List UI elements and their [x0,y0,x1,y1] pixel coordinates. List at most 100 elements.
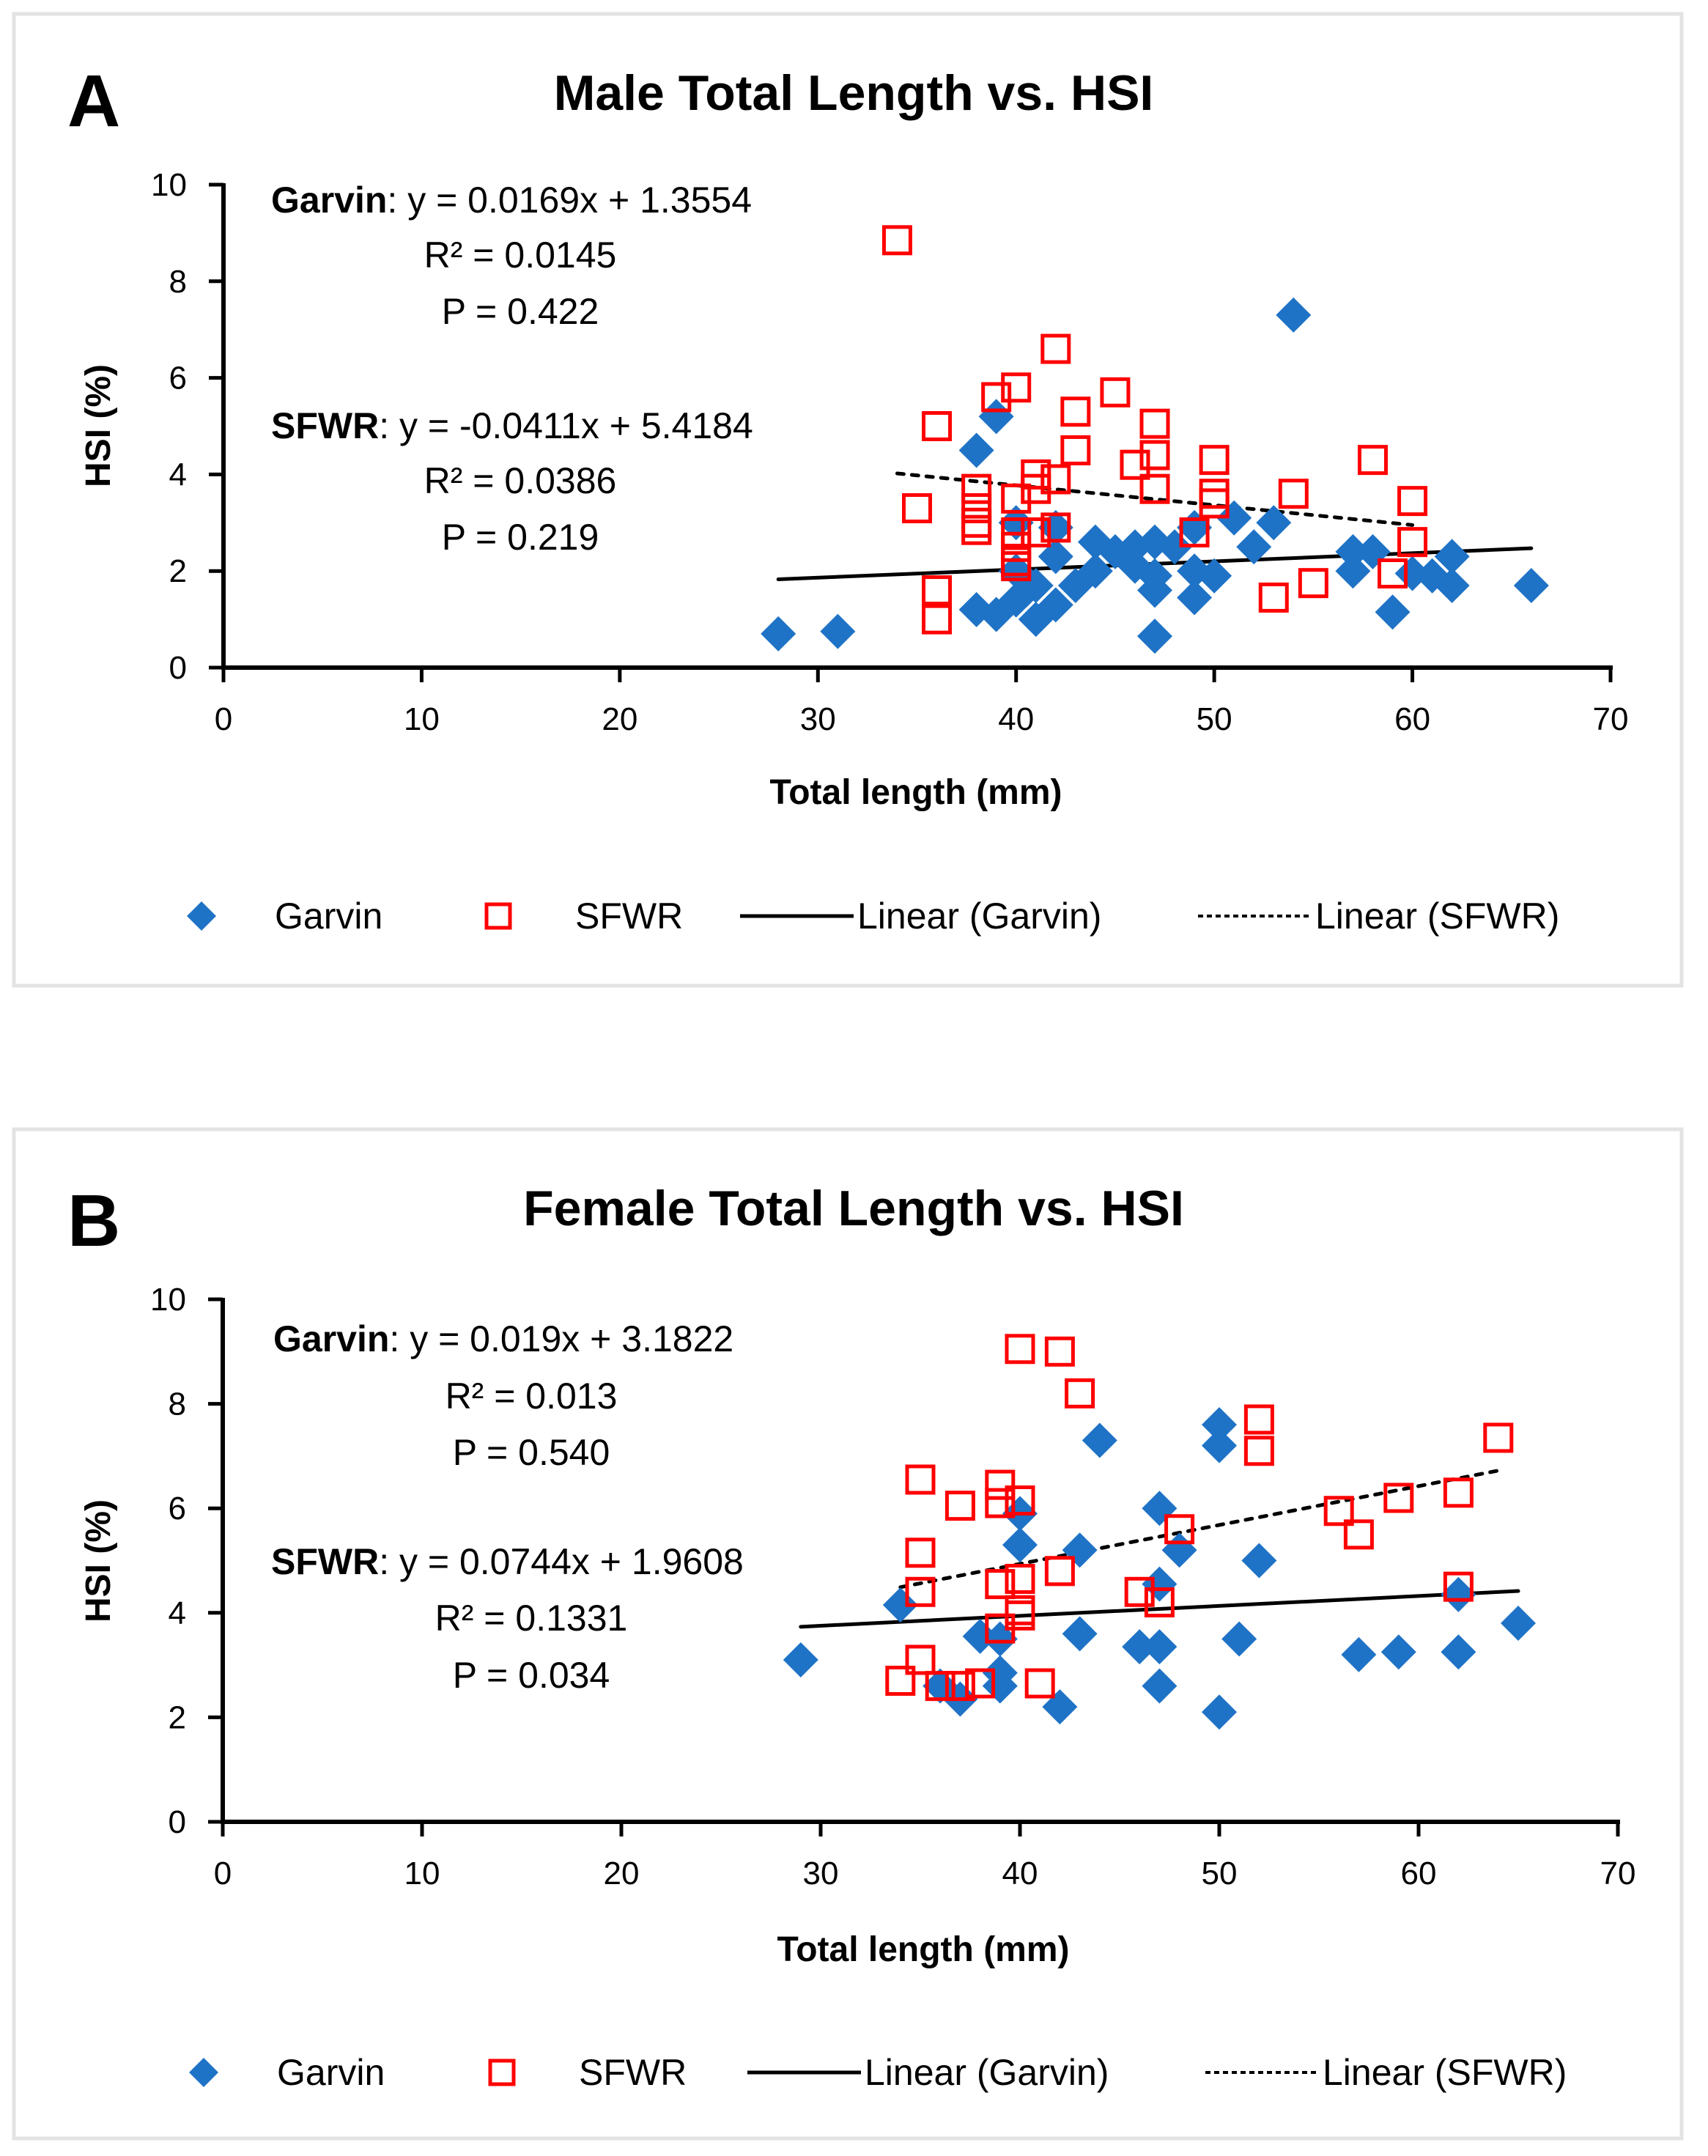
data-point-sfwr [1343,1519,1374,1550]
x-tick-label: 0 [215,701,232,737]
garvin-label: Garvin [271,180,387,221]
x-tick-label: 30 [800,701,836,737]
data-point-garvin [1441,1634,1476,1670]
data-point-sfwr [1005,1600,1035,1631]
data-point-sfwr [1065,1378,1095,1409]
chart-panel-a: A Male Total Length vs. HSI Garvin: y = … [12,12,1684,988]
legend-item-label: Linear (Garvin) [865,2052,1109,2093]
data-point-sfwr [1144,1587,1175,1618]
data-point-garvin [1137,572,1173,608]
data-point-garvin [1082,1422,1117,1458]
chart-title: Female Total Length vs. HSI [523,1181,1184,1236]
sfwr-label: SFWR [271,405,379,446]
data-point-sfwr [965,1668,996,1699]
data-point-garvin [1077,553,1113,589]
data-point-garvin [1018,567,1054,603]
data-point-sfwr [1443,1571,1474,1602]
data-point-sfwr [961,514,992,545]
data-point-garvin [1137,619,1173,654]
data-point-garvin [1501,1606,1536,1642]
data-point-sfwr [1001,551,1032,582]
trendline-sfwr [898,1469,1501,1590]
data-point-sfwr [1139,473,1170,504]
sfwr-p: P = 0.219 [442,517,599,558]
x-tick-label: 30 [803,1856,839,1891]
legend-item-label: Garvin [275,896,382,937]
data-point-sfwr [902,493,932,524]
data-point-sfwr [1060,396,1091,427]
data-point-sfwr [1383,1483,1414,1513]
data-point-garvin [1441,1576,1476,1612]
data-point-sfwr [922,575,953,606]
data-point-sfwr [1001,372,1032,403]
y-axis-label: HSI (%) [79,1499,118,1622]
legend: Garvin SFWR Linear (Garvin) Linear (SFWR) [189,2052,1567,2093]
x-tick-label: 70 [1593,701,1629,737]
garvin-label: Garvin [273,1318,389,1359]
trendline-sfwr [895,471,1415,527]
data-point-sfwr [1139,440,1170,470]
annotations: Garvin: y = 0.0169x + 1.3554 R² = 0.0145… [271,180,753,558]
data-point-sfwr [961,473,992,504]
data-point-sfwr [1323,1496,1354,1526]
data-point-garvin [1434,539,1470,575]
y-tick-label: 8 [169,264,187,300]
data-point-garvin [1276,297,1312,333]
data-point-garvin [1375,594,1411,630]
data-point-sfwr [1179,517,1210,547]
data-point-sfwr [1199,445,1230,476]
y-tick-label: 4 [169,1595,186,1631]
sfwr-r2: R² = 0.1331 [435,1598,628,1639]
legend-item-label: SFWR [575,896,683,937]
legend-item-label: Linear (Garvin) [857,896,1101,937]
data-point-sfwr [905,1576,936,1607]
data-point-garvin [1038,587,1073,623]
garvin-r2: R² = 0.013 [446,1376,618,1417]
legend-item-label: Linear (SFWR) [1315,896,1559,937]
y-tick-label: 4 [169,457,187,492]
x-tick-label: 60 [1394,701,1430,737]
data-point-sfwr [944,1671,975,1702]
data-point-sfwr [1044,1556,1075,1587]
data-point-sfwr [885,1665,916,1696]
data-point-garvin [1216,500,1252,536]
y-tick-label: 6 [169,1491,186,1526]
data-point-sfwr [1397,486,1428,517]
data-point-sfwr [1443,1477,1474,1508]
data-point-garvin [761,616,796,651]
legend-sfwr-marker-icon [488,2059,516,2086]
x-axis-label: Total length (mm) [769,773,1062,812]
data-point-sfwr [1024,1668,1055,1699]
chart-title: Male Total Length vs. HSI [554,65,1154,121]
legend-item-label: SFWR [579,2052,687,2093]
data-point-garvin [1380,1634,1416,1670]
data-point-sfwr [1357,445,1388,476]
data-point-sfwr [905,1644,936,1675]
data-point-sfwr [1298,568,1328,599]
data-point-garvin [1142,1566,1178,1602]
chart-frame [12,1127,1684,2141]
data-point-garvin [1002,1527,1038,1563]
x-tick-label: 40 [998,701,1034,737]
data-point-sfwr [1040,512,1071,543]
y-axis-label: HSI (%) [79,364,118,487]
data-point-garvin [1335,553,1371,589]
y-tick-label: 6 [169,361,187,396]
legend: Garvin SFWR Linear (Garvin) Linear (SFWR) [187,896,1559,937]
sfwr-equation-text: : y = 0.0744x + 1.9608 [379,1541,744,1582]
data-point-garvin [1236,529,1272,565]
x-tick-label: 10 [404,701,440,737]
legend-item-label: Garvin [277,2052,385,2093]
data-point-garvin [1142,1629,1178,1665]
garvin-equation-text: : y = 0.019x + 3.1822 [389,1318,733,1359]
data-point-garvin [1202,1428,1237,1463]
data-point-sfwr [1100,377,1131,407]
data-point-garvin [1256,505,1292,541]
data-point-sfwr [1278,479,1309,509]
garvin-equation: Garvin: y = 0.0169x + 1.3554 [271,180,752,221]
sfwr-r2: R² = 0.0386 [424,460,617,501]
data-point-garvin [1197,558,1232,594]
data-point-sfwr [881,225,912,256]
data-point-garvin [783,1642,818,1677]
